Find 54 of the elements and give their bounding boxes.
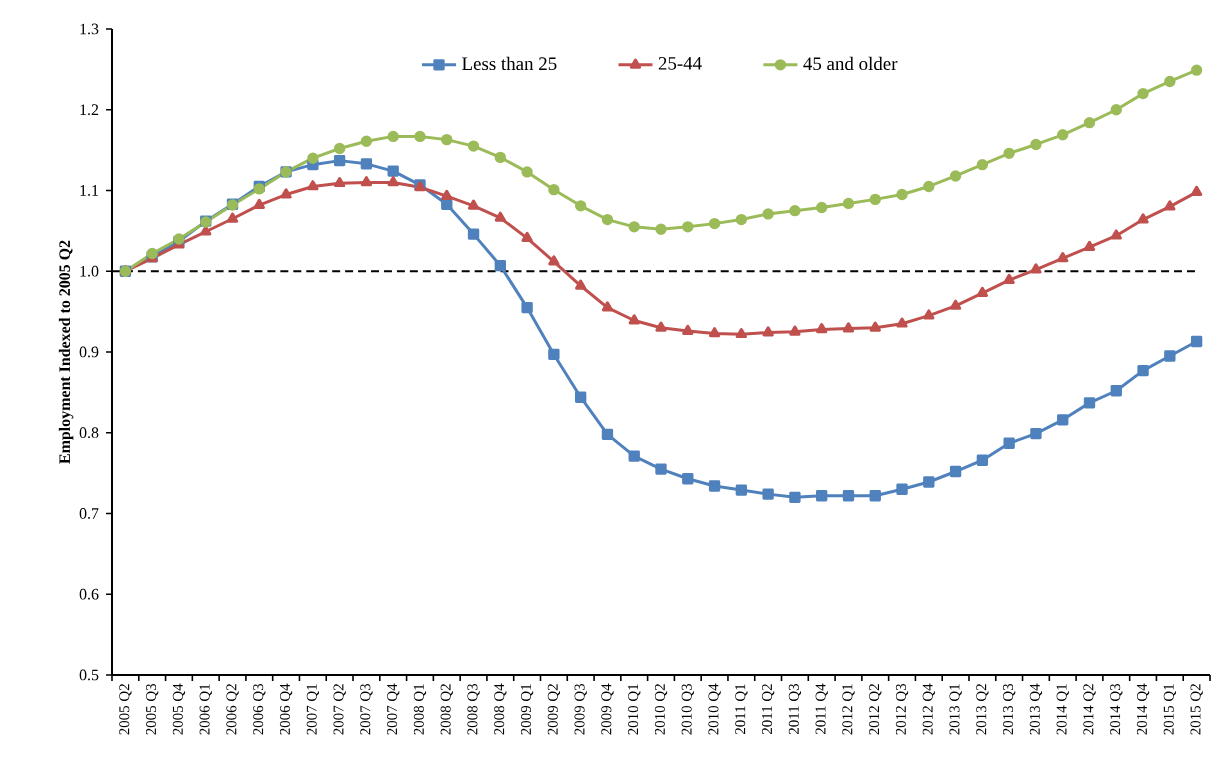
x-tick-label: 2010 Q1 <box>628 684 641 735</box>
x-tick-label: 2006 Q1 <box>199 684 212 735</box>
y-tick-label: 1.1 <box>80 185 99 196</box>
y-tick-label: 1.2 <box>80 104 99 116</box>
x-tick-label: 2009 Q4 <box>601 683 614 735</box>
x-tick-label: 2010 Q4 <box>708 683 721 735</box>
x-tick-label: 2014 Q3 <box>1110 683 1123 735</box>
y-tick-label: 1.0 <box>80 265 99 277</box>
x-tick-label: 2006 Q4 <box>279 683 293 735</box>
x-tick-label: 2014 Q1 <box>1056 684 1069 735</box>
y-tick-label: 0.5 <box>79 669 99 681</box>
x-tick-label: 2007 Q4 <box>387 683 400 735</box>
x-tick-label: 2012 Q1 <box>842 684 855 735</box>
x-tick-label: 2005 Q3 <box>145 683 159 735</box>
y-axis-title: Employment Indexed to 2005 Q2 <box>58 240 74 464</box>
x-tick-label: 2013 Q2 <box>976 684 989 735</box>
x-tick-label: 2009 Q1 <box>520 684 534 735</box>
x-tick-label: 2013 Q3 <box>1002 683 1016 735</box>
x-tick-label: 2013 Q1 <box>949 684 962 735</box>
y-tick-label: 0.6 <box>79 588 99 600</box>
legend-label: 45 and older <box>803 56 898 71</box>
x-tick-label: 2011 Q1 <box>735 684 748 735</box>
x-tick-label: 2009 Q3 <box>574 683 587 735</box>
x-tick-label: 2007 Q3 <box>360 683 373 735</box>
x-tick-label: 2015 Q2 <box>1190 684 1203 735</box>
legend-label: Less than 25 <box>462 56 557 71</box>
x-tick-label: 2010 Q3 <box>681 683 694 735</box>
x-tick-label: 2006 Q3 <box>253 683 266 735</box>
x-tick-label: 2005 Q2 <box>119 684 132 735</box>
x-tick-label: 2012 Q2 <box>869 684 882 735</box>
x-tick-label: 2012 Q3 <box>895 683 909 735</box>
x-tick-label: 2009 Q2 <box>547 684 561 735</box>
x-tick-label: 2011 Q2 <box>761 684 775 735</box>
y-tick-label: 1.3 <box>80 23 99 35</box>
x-tick-label: 2008 Q4 <box>494 683 507 735</box>
y-tick-label: 0.8 <box>79 427 99 439</box>
y-tick-label: 0.9 <box>79 346 99 358</box>
x-tick-label: 2007 Q2 <box>333 684 346 735</box>
x-tick-label: 2013 Q4 <box>1029 683 1043 735</box>
x-tick-label: 2012 Q4 <box>922 683 935 735</box>
x-tick-label: 2011 Q4 <box>815 683 828 735</box>
x-tick-label: 2014 Q2 <box>1083 684 1096 735</box>
x-tick-label: 2007 Q1 <box>306 684 320 735</box>
x-tick-label: 2008 Q1 <box>413 684 427 735</box>
legend-label: 25-44 <box>658 57 702 70</box>
y-tick-label: 0.7 <box>79 508 99 519</box>
x-tick-label: 2006 Q2 <box>226 684 239 735</box>
x-tick-label: 2011 Q3 <box>788 683 802 735</box>
x-tick-label: 2015 Q1 <box>1163 684 1176 735</box>
x-tick-label: 2005 Q4 <box>172 683 186 735</box>
x-tick-label: 2008 Q3 <box>467 683 480 735</box>
x-tick-label: 2014 Q4 <box>1136 683 1150 735</box>
x-tick-label: 2010 Q2 <box>654 684 668 735</box>
x-tick-label: 2008 Q2 <box>440 684 453 735</box>
